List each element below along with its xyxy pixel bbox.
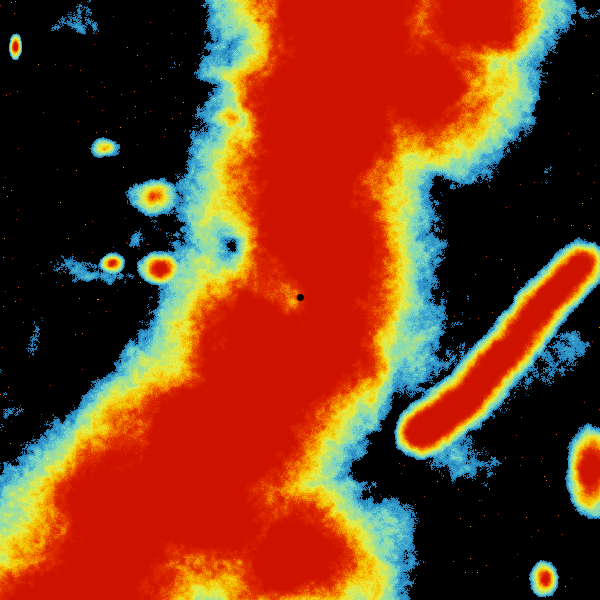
radar-image-viewer: Enhanced Infrared Satellite / Radar Refl…	[0, 0, 600, 600]
radar-raster-canvas	[0, 0, 600, 600]
